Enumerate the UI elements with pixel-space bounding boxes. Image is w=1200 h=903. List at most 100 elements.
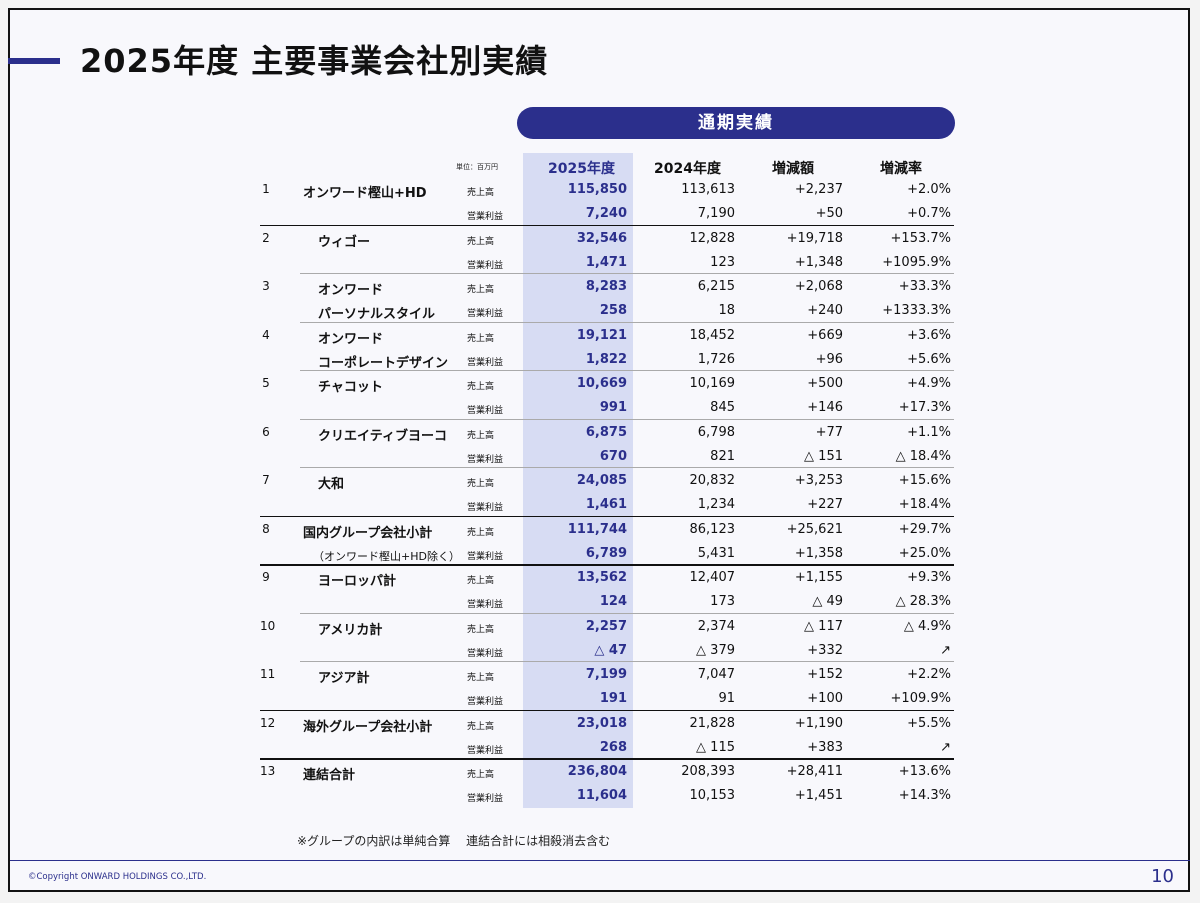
value-2024: 1,234 bbox=[697, 497, 735, 513]
value-2024: 123 bbox=[710, 254, 735, 270]
value-2025: 7,240 bbox=[585, 206, 627, 222]
value-diff: +28,411 bbox=[786, 764, 843, 779]
company-number: 1 bbox=[262, 182, 270, 196]
company-name: オンワード樫山+HD bbox=[303, 186, 427, 201]
value-2025: 124 bbox=[599, 594, 627, 610]
value-2025: 7,199 bbox=[585, 667, 627, 682]
value-2025: 24,085 bbox=[576, 473, 627, 488]
value-rate: +33.3% bbox=[898, 279, 951, 294]
value-2024: 10,153 bbox=[689, 788, 736, 804]
value-rate: +4.9% bbox=[907, 376, 951, 391]
metric-label: 売上高 bbox=[467, 333, 495, 344]
metric-label: 売上高 bbox=[467, 576, 495, 586]
table-row: パーソナルスタイル 営業利益 258 18 +240 +1333.3% bbox=[260, 299, 954, 323]
value-rate: +3.6% bbox=[907, 327, 951, 343]
table-row: 12 海外グループ会社小計 売上高 23,018 21,828 +1,190 +5.5% bbox=[260, 712, 954, 736]
value-2025: 2,257 bbox=[585, 618, 627, 634]
metric-label: 営業利益 bbox=[467, 454, 504, 465]
metric-label: 営業利益 bbox=[467, 600, 504, 611]
value-rate: +109.9% bbox=[890, 691, 951, 707]
company-number: 7 bbox=[262, 473, 270, 487]
value-diff: +100 bbox=[807, 691, 843, 707]
value-2025: 670 bbox=[599, 448, 627, 464]
value-diff: +1,358 bbox=[794, 545, 843, 561]
company-name: パーソナルスタイル bbox=[318, 307, 436, 323]
header-2025: 2025年度 bbox=[548, 161, 615, 177]
copyright: ©Copyright ONWARD HOLDINGS CO.,LTD. bbox=[28, 872, 207, 882]
company-name: 連結合計 bbox=[303, 768, 356, 783]
company-number: 9 bbox=[262, 570, 270, 584]
table-row: 4 オンワード 売上高 19,121 18,452 +669 +3.6% bbox=[260, 324, 954, 348]
value-2025: 1,471 bbox=[585, 254, 627, 270]
value-diff: +2,237 bbox=[794, 182, 843, 197]
row-separator bbox=[300, 612, 954, 614]
value-2024: △ 115 bbox=[696, 739, 735, 755]
value-rate: △ 4.9% bbox=[903, 618, 951, 634]
value-diff: +25,621 bbox=[786, 521, 843, 537]
company-name: 大和 bbox=[318, 477, 345, 492]
metric-label: 売上高 bbox=[467, 188, 495, 198]
table-row: 8 国内グループ会社小計 売上高 111,744 86,123 +25,621 +29.7% bbox=[260, 518, 954, 542]
value-2025: 1,822 bbox=[585, 351, 627, 367]
value-diff: +1,451 bbox=[794, 788, 843, 804]
metric-label: 営業利益 bbox=[467, 745, 504, 756]
header-2024: 2024年度 bbox=[654, 161, 721, 177]
value-rate: △ 28.3% bbox=[895, 594, 951, 610]
metric-label: 営業利益 bbox=[467, 648, 504, 659]
metric-label: 営業利益 bbox=[467, 503, 504, 514]
value-2024: 10,169 bbox=[689, 376, 736, 391]
value-diff: +1,348 bbox=[794, 254, 843, 270]
value-2025: 6,875 bbox=[585, 424, 627, 440]
value-2024: 20,832 bbox=[689, 473, 736, 488]
value-2024: 2,374 bbox=[697, 618, 735, 634]
row-separator bbox=[260, 515, 954, 517]
header-diff: 増減額 bbox=[772, 161, 814, 177]
company-name: アメリカ計 bbox=[318, 622, 383, 638]
value-rate: +14.3% bbox=[898, 788, 951, 804]
value-rate: +29.7% bbox=[898, 521, 951, 537]
company-name: 海外グループ会社小計 bbox=[303, 719, 433, 735]
value-2025: 23,018 bbox=[576, 715, 627, 731]
company-name: アジア計 bbox=[318, 671, 370, 686]
metric-label: 営業利益 bbox=[467, 551, 504, 562]
table-row: 営業利益 1,471 123 +1,348 +1095.9% bbox=[260, 251, 954, 275]
metric-label: 売上高 bbox=[467, 479, 495, 489]
value-2024: 91 bbox=[718, 691, 735, 707]
header-rate: 増減率 bbox=[880, 161, 922, 177]
value-diff: +332 bbox=[807, 642, 843, 658]
table-row: コーポレートデザイン 営業利益 1,822 1,726 +96 +5.6% bbox=[260, 348, 954, 372]
table-row: （オンワード樫山+HD除く） 営業利益 6,789 5,431 +1,358 +25.0% bbox=[260, 542, 954, 566]
row-separator bbox=[300, 467, 954, 468]
value-diff: +19,718 bbox=[786, 230, 843, 246]
table-row: 5 チャコット 売上高 10,669 10,169 +500 +4.9% bbox=[260, 372, 954, 396]
metric-label: 営業利益 bbox=[467, 260, 504, 271]
metric-label: 営業利益 bbox=[467, 309, 504, 320]
metric-label: 売上高 bbox=[467, 624, 495, 635]
metric-label: 営業利益 bbox=[467, 697, 504, 708]
value-rate: △ 18.4% bbox=[895, 448, 951, 464]
company-name: オンワード bbox=[318, 331, 384, 347]
value-diff: +152 bbox=[807, 667, 843, 682]
value-2025: 11,604 bbox=[576, 788, 627, 804]
company-number: 11 bbox=[260, 667, 276, 681]
company-number: 10 bbox=[260, 618, 276, 633]
table-row: 7 大和 売上高 24,085 20,832 +3,253 +15.6% bbox=[260, 469, 954, 493]
page-number: 10 bbox=[1151, 866, 1174, 887]
row-separator bbox=[260, 564, 954, 566]
table-row: 9 ヨーロッパ計 売上高 13,562 12,407 +1,155 +9.3% bbox=[260, 566, 954, 590]
value-diff: +500 bbox=[807, 376, 843, 391]
metric-label: 売上高 bbox=[467, 673, 495, 683]
value-2025: 191 bbox=[599, 691, 627, 707]
value-rate: ↗ bbox=[940, 642, 951, 658]
value-rate: +5.5% bbox=[907, 715, 951, 731]
value-diff: +146 bbox=[807, 400, 843, 416]
row-separator bbox=[260, 709, 954, 711]
metric-label: 売上高 bbox=[467, 527, 495, 538]
value-2024: 86,123 bbox=[689, 521, 736, 537]
value-2024: 12,407 bbox=[689, 570, 736, 585]
value-2024: 12,828 bbox=[689, 230, 736, 246]
value-2024: 208,393 bbox=[681, 764, 735, 779]
value-rate: +153.7% bbox=[890, 230, 951, 246]
unit-label: 単位：百万円 bbox=[456, 163, 498, 171]
value-2024: 173 bbox=[710, 594, 735, 610]
